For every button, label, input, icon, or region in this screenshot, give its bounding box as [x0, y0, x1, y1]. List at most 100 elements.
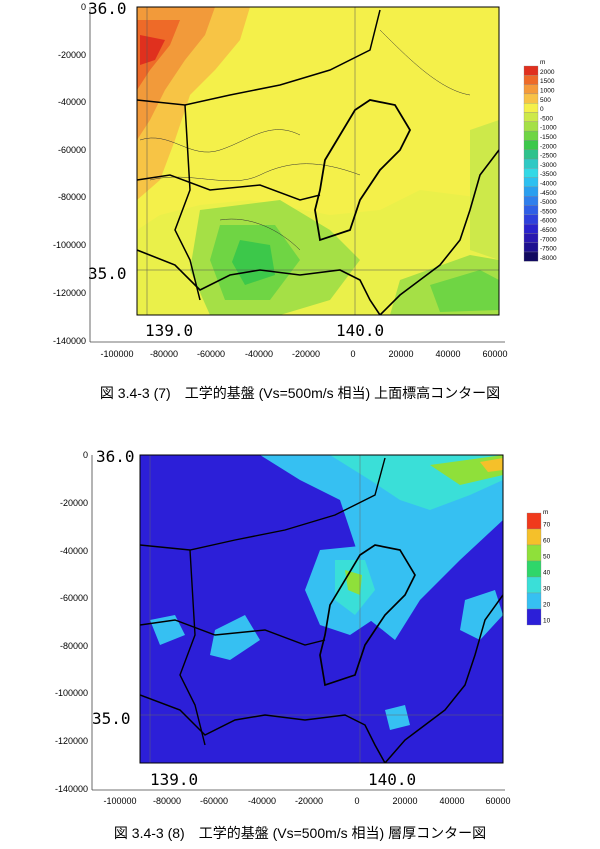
legend-label: -4000 — [540, 181, 557, 188]
x-tick: -100000 — [103, 796, 136, 806]
x-tick: -40000 — [245, 349, 273, 359]
legend-label: -4500 — [540, 190, 557, 197]
legend-swatch — [523, 103, 539, 113]
x-tick: 20000 — [392, 796, 417, 806]
legend-swatch — [523, 242, 539, 253]
y-tick: -120000 — [53, 288, 86, 298]
legend-swatch — [523, 251, 539, 262]
thickness-y-ticks: 0 -20000 -40000 -60000 -80000 -100000 -1… — [55, 450, 88, 794]
thickness-caption: 図 3.4-3 (8) 工学的基盤 (Vs=500m/s 相当) 層厚コンター図 — [113, 825, 487, 841]
lon-label-139: 139.0 — [150, 770, 198, 789]
lon-label-140: 140.0 — [368, 770, 416, 789]
legend-swatch — [523, 75, 539, 85]
x-tick: 20000 — [388, 349, 413, 359]
legend-swatch — [523, 121, 539, 132]
y-tick: -40000 — [58, 97, 86, 107]
y-tick: -120000 — [55, 736, 88, 746]
legend-label: -1000 — [540, 125, 557, 132]
legend-label: -3000 — [540, 162, 557, 169]
legend-swatch — [523, 158, 539, 169]
legend-swatch — [526, 608, 542, 626]
thickness-legend: m 70 60 50 40 30 20 10 — [526, 509, 551, 626]
lat-label-36: 36.0 — [88, 0, 127, 18]
legend-label: -3500 — [540, 171, 557, 178]
x-tick: -100000 — [100, 349, 133, 359]
legend-swatch — [523, 168, 539, 178]
y-tick: -100000 — [55, 688, 88, 698]
elevation-caption: 図 3.4-3 (7) 工学的基盤 (Vs=500m/s 相当) 上面標高コンタ… — [99, 385, 501, 401]
y-tick: -100000 — [53, 240, 86, 250]
legend-label: 20 — [543, 602, 551, 609]
thickness-x-ticks: -100000 -80000 -60000 -40000 -20000 0 20… — [103, 796, 510, 806]
legend-label: 2000 — [540, 69, 555, 76]
legend-swatch — [523, 205, 539, 215]
legend-label: -5500 — [540, 208, 557, 215]
lon-label-140: 140.0 — [336, 321, 384, 340]
x-tick: -20000 — [292, 349, 320, 359]
legend-swatch — [526, 544, 542, 562]
y-tick: -140000 — [53, 336, 86, 346]
x-tick: -40000 — [248, 796, 276, 806]
y-tick: -80000 — [60, 641, 88, 651]
legend-label: 1000 — [540, 88, 555, 95]
legend-swatch — [526, 592, 542, 610]
y-tick: 0 — [83, 450, 88, 460]
x-tick: -60000 — [200, 796, 228, 806]
legend-label: -7500 — [540, 246, 557, 253]
x-tick: -20000 — [295, 796, 323, 806]
legend-swatch — [523, 65, 539, 76]
legend-swatch — [526, 512, 542, 530]
legend-swatch — [523, 84, 539, 95]
legend-swatch — [523, 149, 539, 160]
legend-swatch — [523, 112, 539, 122]
legend-swatch — [523, 140, 539, 150]
legend-swatch — [523, 177, 539, 188]
lat-label-35: 35.0 — [88, 264, 127, 283]
y-tick: -20000 — [58, 50, 86, 60]
y-tick: -80000 — [58, 192, 86, 202]
x-tick: 40000 — [435, 349, 460, 359]
thickness-plot: 0 -20000 -40000 -60000 -80000 -100000 -1… — [55, 447, 551, 806]
x-tick: -60000 — [197, 349, 225, 359]
lat-label-35: 35.0 — [92, 709, 131, 728]
legend-label: -1500 — [540, 134, 557, 141]
legend-label: -500 — [540, 115, 553, 122]
x-tick: -80000 — [150, 349, 178, 359]
legend-label: 500 — [540, 97, 551, 104]
legend-label: 60 — [543, 538, 551, 545]
legend-swatch — [523, 233, 539, 243]
y-tick: -140000 — [55, 784, 88, 794]
legend-swatch — [523, 223, 539, 234]
legend-label: 50 — [543, 554, 551, 561]
legend-label: 30 — [543, 586, 551, 593]
legend-unit: m — [543, 509, 548, 516]
elevation-y-ticks: 0 -20000 -40000 -60000 -80000 -100000 -1… — [53, 2, 86, 346]
legend-label: -5000 — [540, 199, 557, 206]
y-tick: -60000 — [60, 593, 88, 603]
legend-label: -6000 — [540, 218, 557, 225]
thickness-map-fill — [140, 455, 503, 763]
legend-swatch — [526, 560, 542, 578]
elevation-map-fill — [137, 7, 499, 315]
x-tick: 0 — [350, 349, 355, 359]
legend-swatch — [523, 214, 539, 225]
elevation-figure: 0 -20000 -40000 -60000 -80000 -100000 -1… — [0, 0, 600, 410]
legend-label: 10 — [543, 618, 551, 625]
elevation-plot: 0 -20000 -40000 -60000 -80000 -100000 -1… — [53, 0, 557, 359]
legend-label: -7000 — [540, 236, 557, 243]
y-tick: -20000 — [60, 498, 88, 508]
lon-label-139: 139.0 — [145, 321, 193, 340]
legend-label: 70 — [543, 522, 551, 529]
lat-label-36: 36.0 — [96, 447, 135, 466]
elevation-x-ticks: -100000 -80000 -60000 -40000 -20000 0 20… — [100, 349, 507, 359]
y-tick: 0 — [81, 2, 86, 12]
x-tick: 40000 — [439, 796, 464, 806]
legend-label: -2500 — [540, 153, 557, 160]
x-tick: -80000 — [153, 796, 181, 806]
legend-swatch — [526, 576, 542, 594]
legend-swatch — [523, 93, 539, 104]
legend-label: 40 — [543, 570, 551, 577]
legend-label: -2000 — [540, 143, 557, 150]
legend-label: 1500 — [540, 78, 555, 85]
legend-swatch — [523, 196, 539, 206]
